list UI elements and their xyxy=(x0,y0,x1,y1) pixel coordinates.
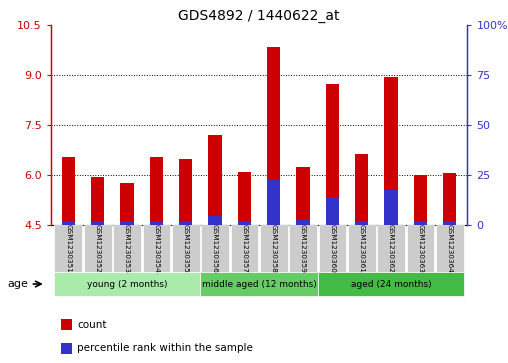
Bar xyxy=(385,77,398,225)
Bar xyxy=(150,157,163,225)
Text: GSM1230358: GSM1230358 xyxy=(271,224,277,273)
Text: young (2 months): young (2 months) xyxy=(87,280,167,289)
Text: GSM1230357: GSM1230357 xyxy=(241,224,247,273)
Text: GSM1230353: GSM1230353 xyxy=(124,224,130,273)
Title: GDS4892 / 1440622_at: GDS4892 / 1440622_at xyxy=(178,9,340,23)
Bar xyxy=(355,221,368,225)
Text: GSM1230351: GSM1230351 xyxy=(66,224,72,273)
Text: age: age xyxy=(8,279,28,289)
Bar xyxy=(385,190,398,225)
Text: GSM1230362: GSM1230362 xyxy=(388,224,394,273)
Bar xyxy=(238,172,251,225)
Text: GSM1230360: GSM1230360 xyxy=(329,224,335,273)
Bar xyxy=(326,83,339,225)
Text: GSM1230356: GSM1230356 xyxy=(212,224,218,273)
Text: GSM1230359: GSM1230359 xyxy=(300,224,306,273)
Text: GSM1230352: GSM1230352 xyxy=(94,224,101,273)
Bar xyxy=(208,135,221,225)
Bar xyxy=(179,159,193,225)
Bar xyxy=(120,183,134,225)
Bar xyxy=(62,157,75,225)
Bar xyxy=(414,221,427,225)
Bar xyxy=(267,180,280,225)
Bar xyxy=(91,177,104,225)
Bar xyxy=(443,221,456,225)
Text: GSM1230361: GSM1230361 xyxy=(359,224,365,273)
Bar xyxy=(238,221,251,225)
Bar xyxy=(267,47,280,225)
Bar xyxy=(62,221,75,225)
Bar xyxy=(355,154,368,225)
Text: count: count xyxy=(77,320,107,330)
Bar xyxy=(326,197,339,225)
Text: percentile rank within the sample: percentile rank within the sample xyxy=(77,343,253,353)
Text: GSM1230363: GSM1230363 xyxy=(418,224,424,273)
Bar xyxy=(120,221,134,225)
Bar xyxy=(414,175,427,225)
Text: GSM1230355: GSM1230355 xyxy=(183,224,189,273)
Text: middle aged (12 months): middle aged (12 months) xyxy=(202,280,316,289)
Bar xyxy=(179,221,193,225)
Text: aged (24 months): aged (24 months) xyxy=(351,280,431,289)
Bar xyxy=(208,216,221,225)
Bar xyxy=(150,221,163,225)
Text: GSM1230364: GSM1230364 xyxy=(447,224,453,273)
Text: GSM1230354: GSM1230354 xyxy=(153,224,160,273)
Bar xyxy=(297,167,310,225)
Bar xyxy=(297,220,310,225)
Bar xyxy=(91,221,104,225)
Bar xyxy=(443,174,456,225)
